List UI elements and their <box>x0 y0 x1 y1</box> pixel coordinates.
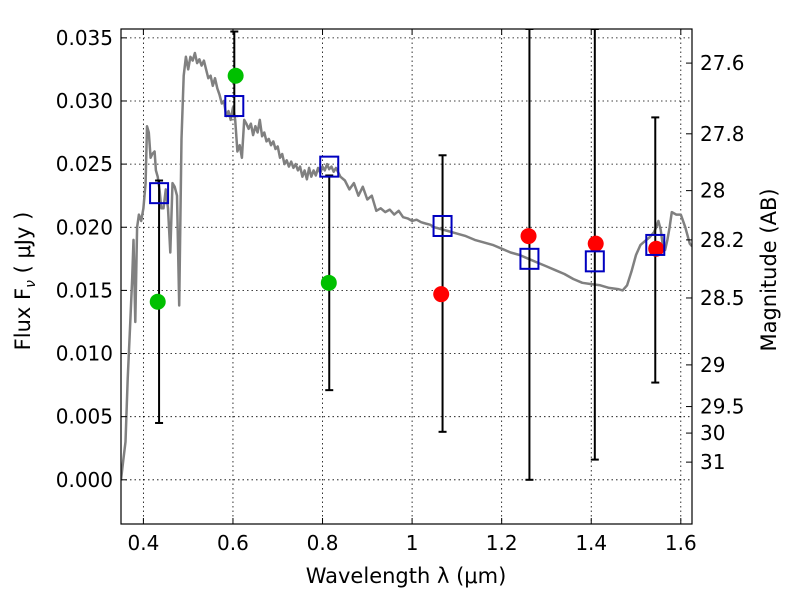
axis-ticks <box>121 29 692 524</box>
y-tick-label: 0.015 <box>56 278 113 302</box>
y2-tick-label: 31 <box>700 450 725 474</box>
plot-area <box>121 29 692 481</box>
y2-tick-label: 30 <box>700 421 725 445</box>
x-tick-label: 0.6 <box>217 531 249 555</box>
y-tick-label: 0.020 <box>56 215 113 239</box>
x-tick-label: 0.8 <box>307 531 339 555</box>
x-tick-label: 1.4 <box>575 531 607 555</box>
y-tick-label: 0.035 <box>56 26 113 50</box>
data-point-square <box>519 247 540 270</box>
y2-tick-label: 28.5 <box>700 286 745 310</box>
y-axis-title-main: Flux F <box>11 288 35 350</box>
y-tick-label: 0.000 <box>56 468 113 492</box>
data-point-circle <box>587 235 604 252</box>
y2-tick-label: 27.8 <box>700 122 745 146</box>
plot-content <box>121 29 692 481</box>
y-tick-label: 0.010 <box>56 342 113 366</box>
data-point-square <box>319 155 340 178</box>
model-spectrum-line <box>121 51 692 480</box>
data-point-square <box>584 250 605 273</box>
y2-tick-label: 29 <box>700 353 725 377</box>
y-tick-label: 0.025 <box>56 152 113 176</box>
x-tick-label: 1 <box>406 531 419 555</box>
x-tick-label: 0.4 <box>127 531 159 555</box>
tick-labels: 0.4 0.6 0.8 1 1.2 1.4 1.6 0.000 0.005 0.010 0.015 0… <box>56 26 745 555</box>
y-axis-title-units: ( μJy ) <box>11 212 35 280</box>
data-point-square <box>432 214 453 237</box>
y-tick-label: 0.005 <box>56 405 113 429</box>
data-point-square <box>645 233 666 256</box>
data-point-circle <box>520 228 537 245</box>
x-axis-title: Wavelength λ (μm) <box>306 564 507 588</box>
y-axis-title: Flux Fν ( μJy ) <box>11 212 39 351</box>
y2-axis-title: Magnitude (AB) <box>757 188 781 351</box>
plot-frame <box>120 28 693 525</box>
y-tick-label: 0.030 <box>56 89 113 113</box>
y2-tick-label: 29.5 <box>700 395 745 419</box>
data-point-circle <box>433 286 450 303</box>
x-tick-label: 1.2 <box>486 531 518 555</box>
y2-tick-label: 28.2 <box>700 228 745 252</box>
data-point-circle <box>320 274 337 291</box>
grid-lines <box>121 29 692 524</box>
data-point-circle <box>149 293 166 310</box>
data-point-square <box>224 95 245 118</box>
data-point-circle <box>648 240 665 257</box>
x-tick-label: 1.6 <box>665 531 697 555</box>
y2-tick-label: 27.6 <box>700 51 745 75</box>
data-point-square <box>149 182 170 205</box>
data-point-circle <box>227 67 244 84</box>
y2-tick-label: 28 <box>700 179 725 203</box>
y-axis-title-sub: ν <box>23 280 39 288</box>
